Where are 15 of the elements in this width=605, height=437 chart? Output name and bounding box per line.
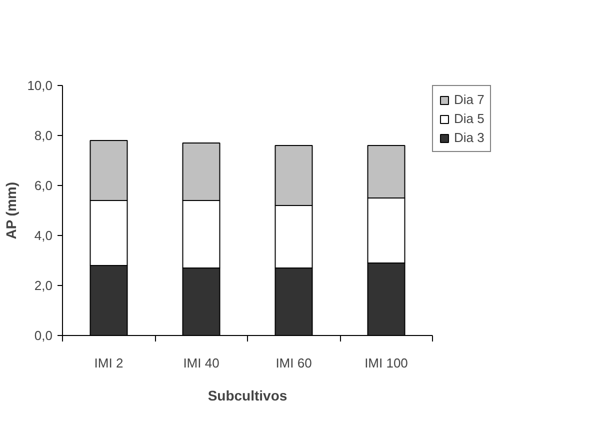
legend-label: Dia 5 <box>454 111 484 126</box>
x-tick-label: IMI 2 <box>94 356 124 370</box>
y-tick-label: 4,0 <box>34 228 53 243</box>
y-tick-label: 2,0 <box>34 278 53 293</box>
y-axis-title: AP (mm) <box>3 182 20 240</box>
legend-label: Dia 7 <box>454 92 484 107</box>
x-tick-label: IMI 100 <box>364 356 408 370</box>
x-tick-label: IMI 40 <box>183 356 220 370</box>
y-tick-label: 6,0 <box>34 178 53 193</box>
x-tick-label: IMI 60 <box>276 356 312 370</box>
y-tick-label: 8,0 <box>34 128 53 143</box>
y-tick-label: 0,0 <box>34 328 53 343</box>
legend-label: Dia 3 <box>454 130 484 145</box>
y-tick-label: 10,0 <box>27 78 53 93</box>
x-axis-title: Subcultivos <box>208 388 288 404</box>
